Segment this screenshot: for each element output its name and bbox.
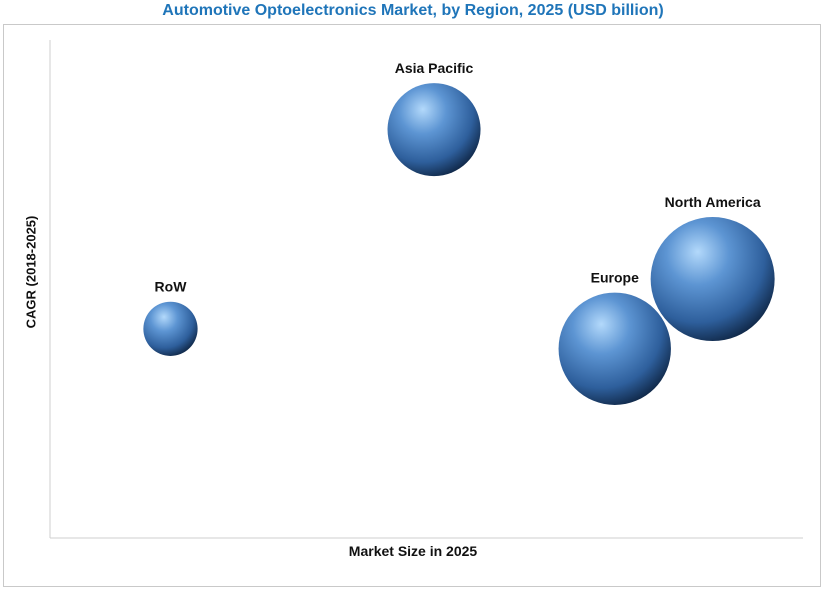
bubble-row: [143, 301, 198, 356]
bubble-europe: [558, 292, 671, 405]
bubble-north-america: [650, 217, 775, 342]
bubble-label-asia-pacific: Asia Pacific: [395, 60, 474, 76]
bubble-label-north-america: North America: [665, 194, 761, 210]
chart-title: Automotive Optoelectronics Market, by Re…: [162, 2, 664, 19]
bubble-label-europe: Europe: [591, 270, 639, 286]
bubble-label-row: RoW: [155, 279, 188, 295]
chart-frame: [3, 24, 821, 587]
bubble-asia-pacific: [387, 83, 481, 177]
x-axis-label: Market Size in 2025: [348, 543, 478, 559]
